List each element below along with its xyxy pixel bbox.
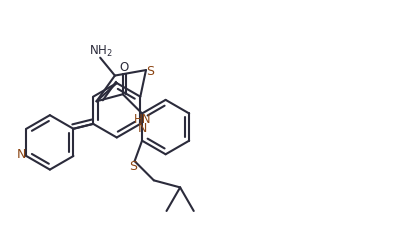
Text: NH$_2$: NH$_2$ [89,44,113,59]
Text: S: S [129,160,137,173]
Text: S: S [147,65,154,79]
Text: N: N [137,122,147,135]
Text: HN: HN [134,113,151,126]
Text: O: O [119,61,129,74]
Text: N: N [16,148,26,161]
